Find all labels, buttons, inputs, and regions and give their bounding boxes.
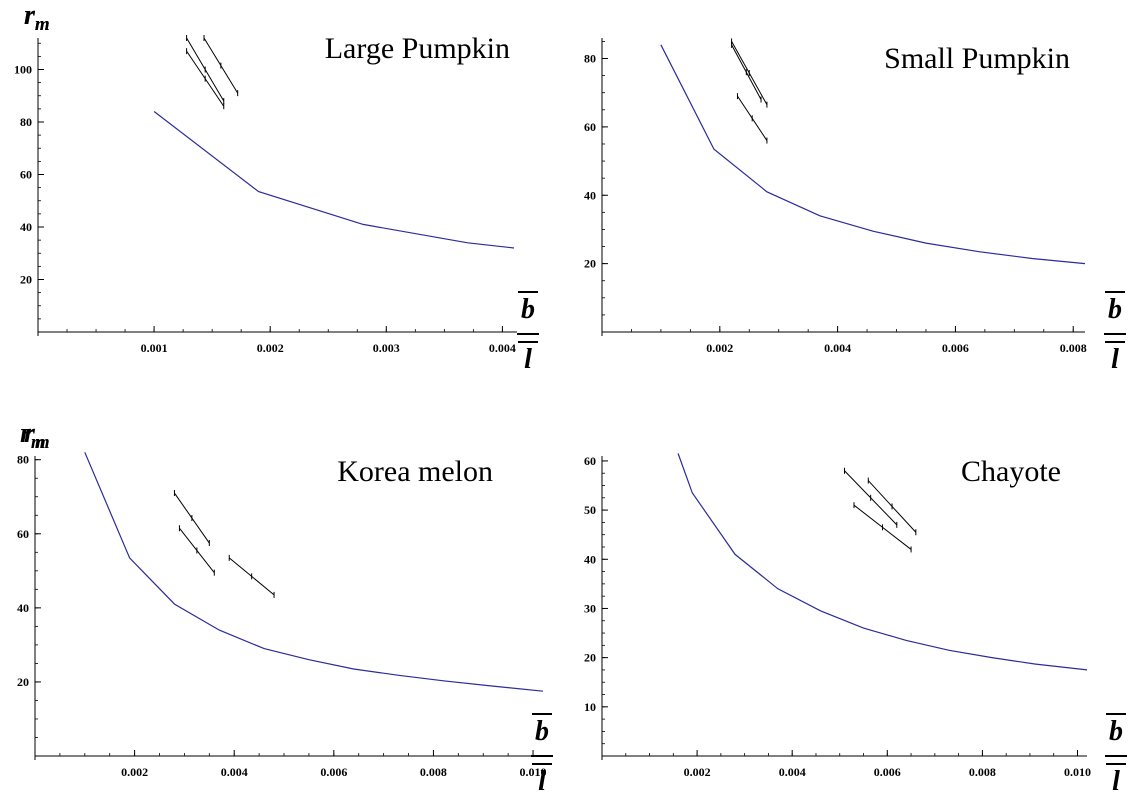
y-tick-label: 80 <box>584 52 596 66</box>
x-axis-label-top: b <box>521 294 535 325</box>
x-tick-label: 0.004 <box>824 341 851 355</box>
y-tick-label: 20 <box>584 651 596 665</box>
y-tick-label: 40 <box>17 601 29 615</box>
model-curve <box>153 111 515 249</box>
x-axis-label-bottom: l <box>1111 344 1119 375</box>
model-curve <box>677 453 1088 671</box>
x-tick-label: 0.002 <box>684 765 711 779</box>
y-axis-label-subscript: m <box>35 432 50 453</box>
x-tick-label: 0.002 <box>706 341 733 355</box>
x-tick-label: 0.010 <box>520 765 547 779</box>
y-tick-label: 50 <box>584 503 596 517</box>
y-tick-label: 60 <box>17 527 29 541</box>
model-curve <box>84 452 544 692</box>
x-tick-label: 0.004 <box>779 765 806 779</box>
chart-title: Large Pumpkin <box>325 32 510 65</box>
x-tick-label: 0.008 <box>1060 341 1087 355</box>
chart-title: Small Pumpkin <box>884 42 1070 75</box>
chart-panel-3: 0.002 0.004 0.006 0.008 0.010 20 40 60 80 Korea m… <box>17 418 553 797</box>
x-tick-label: 0.002 <box>257 341 284 355</box>
y-tick-label: 60 <box>584 454 596 468</box>
y-tick-label: 20 <box>584 257 596 271</box>
y-tick-label: 60 <box>20 168 32 182</box>
x-tick-label: 0.006 <box>320 765 347 779</box>
x-axis-label-top: b <box>1109 716 1123 747</box>
x-tick-label: 0.001 <box>141 341 168 355</box>
y-axis-label-subscript: m <box>35 14 50 35</box>
x-tick-label: 0.004 <box>221 765 248 779</box>
y-axis-label: rm <box>24 0 50 35</box>
y-axis-label-subscript: m <box>31 432 46 453</box>
x-axis-label-bottom: l <box>538 766 546 797</box>
y-tick-label: 40 <box>584 552 596 566</box>
x-tick-label: 0.006 <box>942 341 969 355</box>
x-tick-label: 0.010 <box>1064 765 1091 779</box>
y-axis-label-subscript: m <box>35 14 50 35</box>
y-tick-label: 30 <box>584 601 596 615</box>
x-tick-label: 0.004 <box>489 341 516 355</box>
y-tick-label: 40 <box>20 220 32 234</box>
x-tick-label: 0.002 <box>121 765 148 779</box>
chart-title: Korea melon <box>337 455 493 488</box>
y-tick-label: 20 <box>17 675 29 689</box>
chart-panel-4: 0.002 0.004 0.006 0.008 0.010 10 20 30 40 50 60 Cha… <box>24 418 1127 797</box>
x-axis-label-top: b <box>535 716 549 747</box>
x-axis-label-top: b <box>1108 294 1122 325</box>
chart-title: Chayote <box>961 455 1061 488</box>
y-tick-label: 80 <box>17 453 29 467</box>
chart-panel-1: 0.001 0.002 0.003 0.004 20 40 60 80 100 Large Pum… <box>14 0 539 375</box>
x-axis-label-bottom: l <box>524 344 532 375</box>
y-tick-label: 100 <box>14 63 32 77</box>
y-tick-label: 40 <box>584 188 596 202</box>
x-tick-label: 0.008 <box>420 765 447 779</box>
y-tick-label: 10 <box>584 700 596 714</box>
y-axis-label: rm <box>24 418 50 453</box>
x-tick-label: 0.006 <box>874 765 901 779</box>
chart-panel-2: 0.002 0.004 0.006 0.008 20 40 60 80 Small Pumpki… <box>24 0 1126 375</box>
model-curve <box>660 44 1086 265</box>
y-tick-label: 20 <box>20 273 32 287</box>
x-tick-label: 0.003 <box>373 341 400 355</box>
x-tick-label: 0.008 <box>969 765 996 779</box>
y-tick-label: 80 <box>20 115 32 129</box>
x-axis-label-bottom: l <box>1112 766 1120 797</box>
y-tick-label: 60 <box>584 120 596 134</box>
